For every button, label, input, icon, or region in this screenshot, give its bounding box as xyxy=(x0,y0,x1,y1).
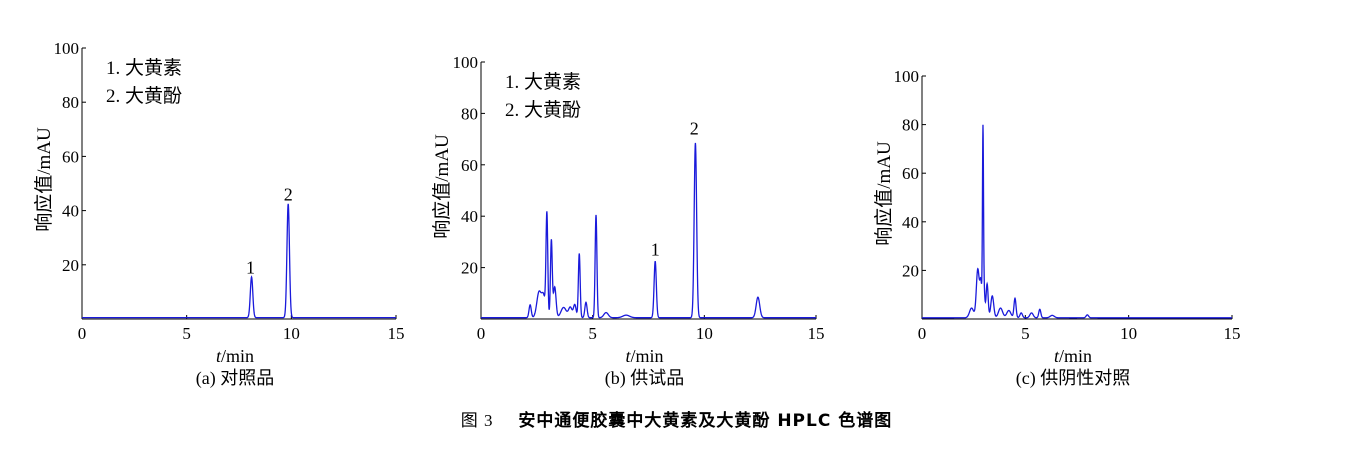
chart-panel-1: 0 5 10 15 20 40 60 80 100 响应值/mAU t/min(a) 对照品 1. 大… xyxy=(33,39,405,389)
y-tick-label: 100 xyxy=(894,67,920,86)
legend-entry: 2. 大黄酚 xyxy=(106,85,182,107)
y-tick-label: 80 xyxy=(62,93,79,112)
chromatogram-trace xyxy=(922,124,1232,319)
x-tick-label: 10 xyxy=(283,324,300,343)
chart-panel-3: 0 5 10 15 20 40 60 80 100 响应值/mAU t/min(c) 供阴性对照 xyxy=(873,67,1241,389)
figure-title: 安中通便胶囊中大黄素及大黄酚 HPLC 色谱图 xyxy=(518,411,893,431)
y-tick-label: 40 xyxy=(902,213,919,232)
y-tick-label: 60 xyxy=(461,156,478,175)
legend-entry: 2. 大黄酚 xyxy=(505,99,581,121)
chart-panel-2: 0 5 10 15 20 40 60 80 100 响应值/mAU t/min(b) 供试品 1. 大… xyxy=(431,53,825,389)
peak-label: 1 xyxy=(651,239,660,259)
y-tick-label: 80 xyxy=(461,104,478,123)
x-axis-label-variable: t xyxy=(216,346,222,366)
y-tick-label: 60 xyxy=(902,164,919,183)
chromatogram-trace xyxy=(481,142,816,319)
panel-label: (c) 供阴性对照 xyxy=(1016,368,1130,389)
x-axis-label: t/min xyxy=(216,346,254,366)
x-tick-label: 10 xyxy=(1120,324,1137,343)
y-tick-label: 80 xyxy=(902,116,919,135)
peak-label: 2 xyxy=(690,119,699,139)
y-tick-label: 100 xyxy=(54,39,80,58)
x-tick-label: 15 xyxy=(388,324,405,343)
chromatogram-trace xyxy=(82,203,396,319)
legend-entry: 1. 大黄素 xyxy=(106,57,182,79)
x-tick-label: 0 xyxy=(477,324,486,343)
x-tick-label: 0 xyxy=(78,324,87,343)
x-axis-label-variable: t xyxy=(1054,346,1060,366)
y-tick-label: 100 xyxy=(453,53,479,72)
legend-entry: 1. 大黄素 xyxy=(505,71,581,93)
peak-label: 2 xyxy=(284,184,293,204)
y-tick-label: 20 xyxy=(62,256,79,275)
y-tick-label: 40 xyxy=(461,207,478,226)
y-axis-label: 响应值/mAU xyxy=(431,134,453,239)
x-axis-label-unit: /min xyxy=(221,346,254,366)
x-axis-label-unit: /min xyxy=(631,346,664,366)
x-axis-label: t/min xyxy=(1054,346,1092,366)
y-axis-label: 响应值/mAU xyxy=(33,127,55,232)
x-tick-label: 0 xyxy=(918,324,927,343)
x-tick-label: 15 xyxy=(808,324,825,343)
x-axis-label: t/min xyxy=(625,346,663,366)
x-tick-label: 5 xyxy=(588,324,597,343)
y-axis-label: 响应值/mAU xyxy=(873,141,895,246)
y-tick-label: 20 xyxy=(902,261,919,280)
y-tick-label: 40 xyxy=(62,202,79,221)
panel-label: (b) 供试品 xyxy=(605,368,685,389)
x-axis-label-variable: t xyxy=(625,346,631,366)
x-tick-label: 15 xyxy=(1224,324,1241,343)
peak-label: 1 xyxy=(246,258,255,278)
x-tick-label: 10 xyxy=(696,324,713,343)
x-tick-label: 5 xyxy=(1021,324,1030,343)
figure-number: 图 3 xyxy=(460,411,494,430)
x-tick-label: 5 xyxy=(182,324,191,343)
y-tick-label: 20 xyxy=(461,259,478,278)
figure-caption: 图 3 安中通便胶囊中大黄素及大黄酚 HPLC 色谱图 xyxy=(0,406,1353,431)
x-axis-label-unit: /min xyxy=(1059,346,1092,366)
y-tick-label: 60 xyxy=(62,147,79,166)
panel-label: (a) 对照品 xyxy=(196,368,274,389)
